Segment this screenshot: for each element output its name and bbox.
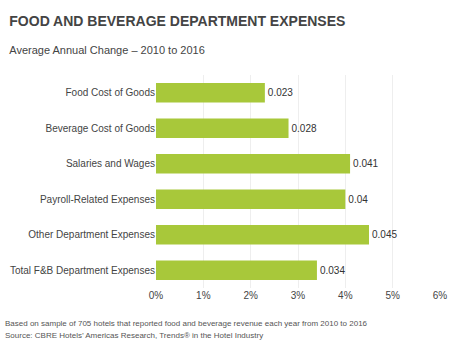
svg-text:0.041: 0.041 (353, 158, 378, 169)
svg-text:0.028: 0.028 (292, 123, 317, 134)
svg-text:0%: 0% (149, 290, 164, 301)
svg-text:3%: 3% (291, 290, 306, 301)
svg-text:0.023: 0.023 (268, 87, 293, 98)
svg-text:2%: 2% (243, 290, 258, 301)
html-text:Based on sample of 705 hotels: Based on sample of 705 hotels that repor… (5, 319, 367, 328)
svg-text:0.04: 0.04 (348, 194, 368, 205)
svg-text:Salaries and Wages: Salaries and Wages (66, 158, 155, 169)
svg-text:6%: 6% (433, 290, 448, 301)
svg-text:Beverage Cost of Goods: Beverage Cost of Goods (45, 123, 155, 134)
svg-text:Food Cost of Goods: Food Cost of Goods (66, 87, 156, 98)
svg-text:FOOD AND BEVERAGE DEPARTMENT E: FOOD AND BEVERAGE DEPARTMENT EXPENSES (9, 13, 345, 29)
svg-text:1%: 1% (196, 290, 211, 301)
svg-text:Other Department Expenses: Other Department Expenses (28, 229, 155, 240)
svg-text:0.045: 0.045 (372, 229, 397, 240)
svg-text:Total F&B Department Expenses: Total F&B Department Expenses (10, 265, 155, 276)
svg-text:0.034: 0.034 (320, 265, 345, 276)
html-text:Source: CBRE Hotels’ Americas: Source: CBRE Hotels’ Americas Research, … (5, 331, 264, 340)
svg-text:Payroll-Related Expenses: Payroll-Related Expenses (40, 194, 155, 205)
svg-text:4%: 4% (338, 290, 353, 301)
svg-text:Average Annual Change – 2010 t: Average Annual Change – 2010 to 2016 (9, 44, 205, 56)
svg-text:5%: 5% (385, 290, 400, 301)
